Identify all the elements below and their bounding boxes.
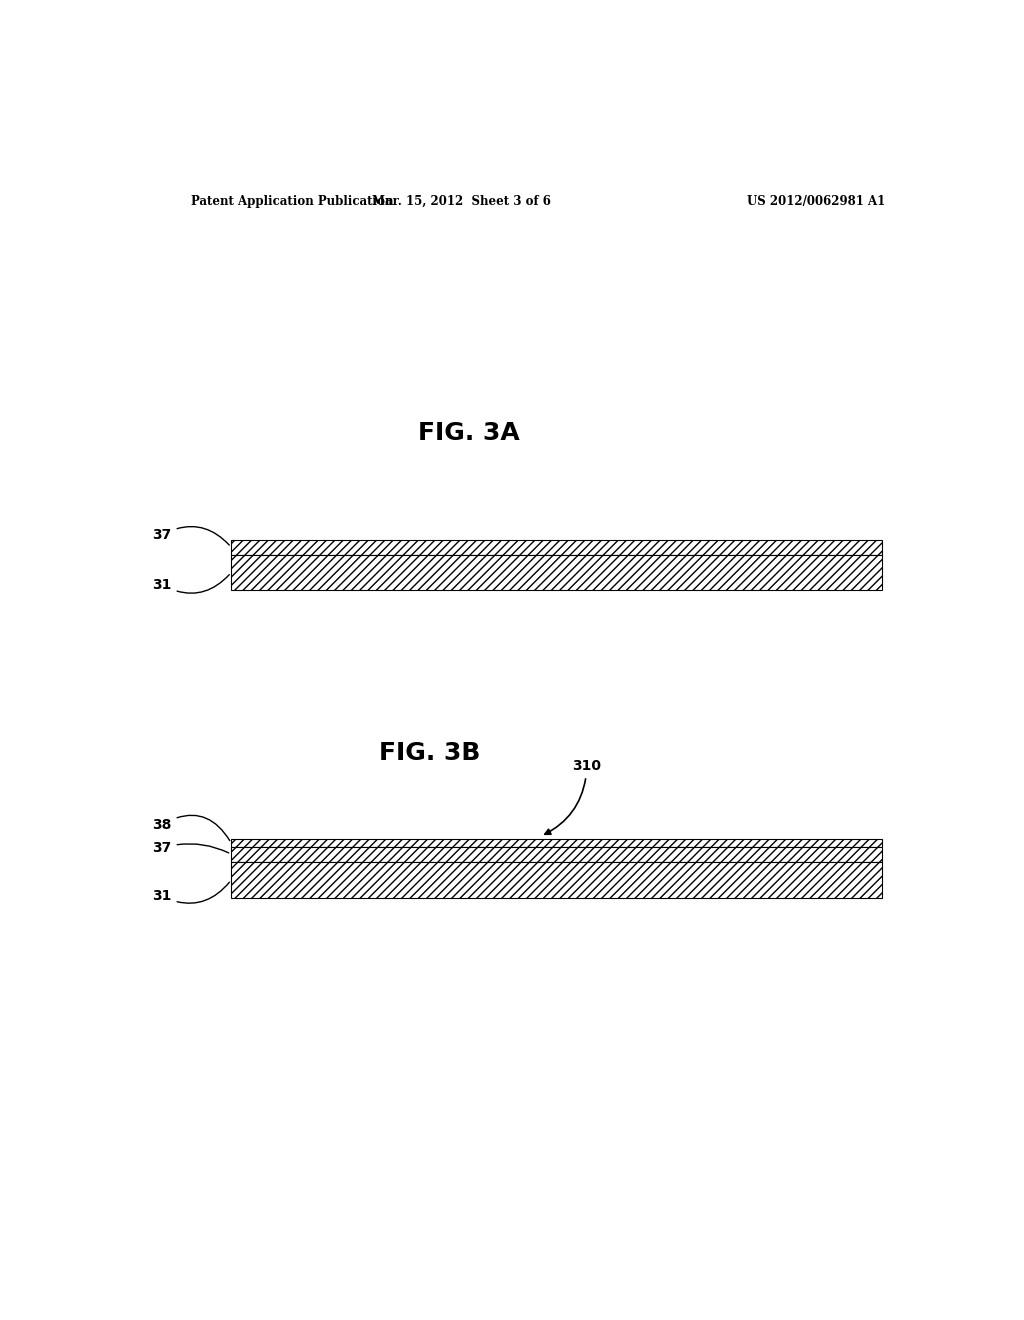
Bar <box>231 862 882 899</box>
Text: Mar. 15, 2012  Sheet 3 of 6: Mar. 15, 2012 Sheet 3 of 6 <box>372 194 551 207</box>
Text: 310: 310 <box>545 759 601 834</box>
Bar <box>231 840 882 846</box>
Text: 37: 37 <box>153 841 228 855</box>
Text: FIG. 3A: FIG. 3A <box>419 421 520 445</box>
Bar <box>231 554 882 590</box>
Bar <box>231 540 882 554</box>
Text: US 2012/0062981 A1: US 2012/0062981 A1 <box>748 194 886 207</box>
Text: 31: 31 <box>153 882 229 903</box>
Bar <box>231 846 882 862</box>
Text: 31: 31 <box>153 574 229 593</box>
Text: 37: 37 <box>153 527 229 545</box>
Text: FIG. 3B: FIG. 3B <box>379 741 480 766</box>
Text: Patent Application Publication: Patent Application Publication <box>191 194 394 207</box>
Text: 38: 38 <box>153 816 229 841</box>
